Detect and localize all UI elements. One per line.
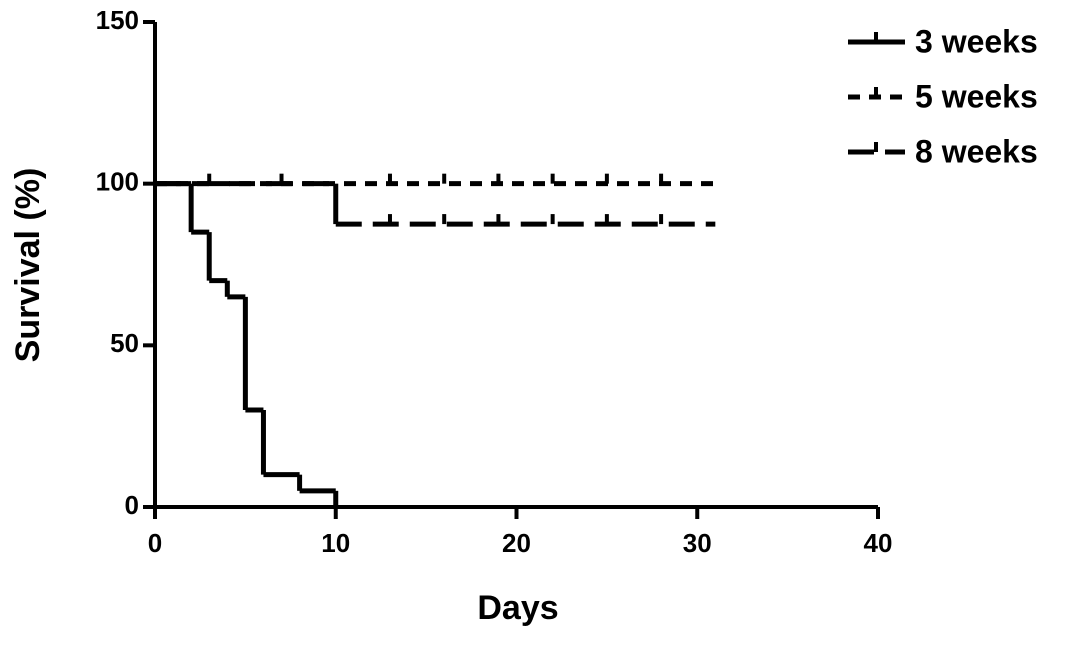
- x-tick-label: 10: [321, 528, 350, 558]
- y-axis-title: Survival (%): [9, 168, 47, 363]
- x-axis-title: Days: [477, 589, 558, 627]
- x-tick-label: 20: [502, 528, 531, 558]
- legend-label: 8 weeks: [915, 133, 1038, 169]
- y-tick-label: 50: [110, 328, 139, 358]
- x-tick-label: 40: [864, 528, 893, 558]
- y-tick-label: 100: [96, 167, 139, 197]
- x-tick-label: 30: [683, 528, 712, 558]
- legend-label: 5 weeks: [915, 78, 1038, 114]
- x-tick-label: 0: [148, 528, 162, 558]
- legend-label: 3 weeks: [915, 23, 1038, 59]
- y-tick-label: 150: [96, 5, 139, 35]
- y-tick-label: 0: [125, 490, 139, 520]
